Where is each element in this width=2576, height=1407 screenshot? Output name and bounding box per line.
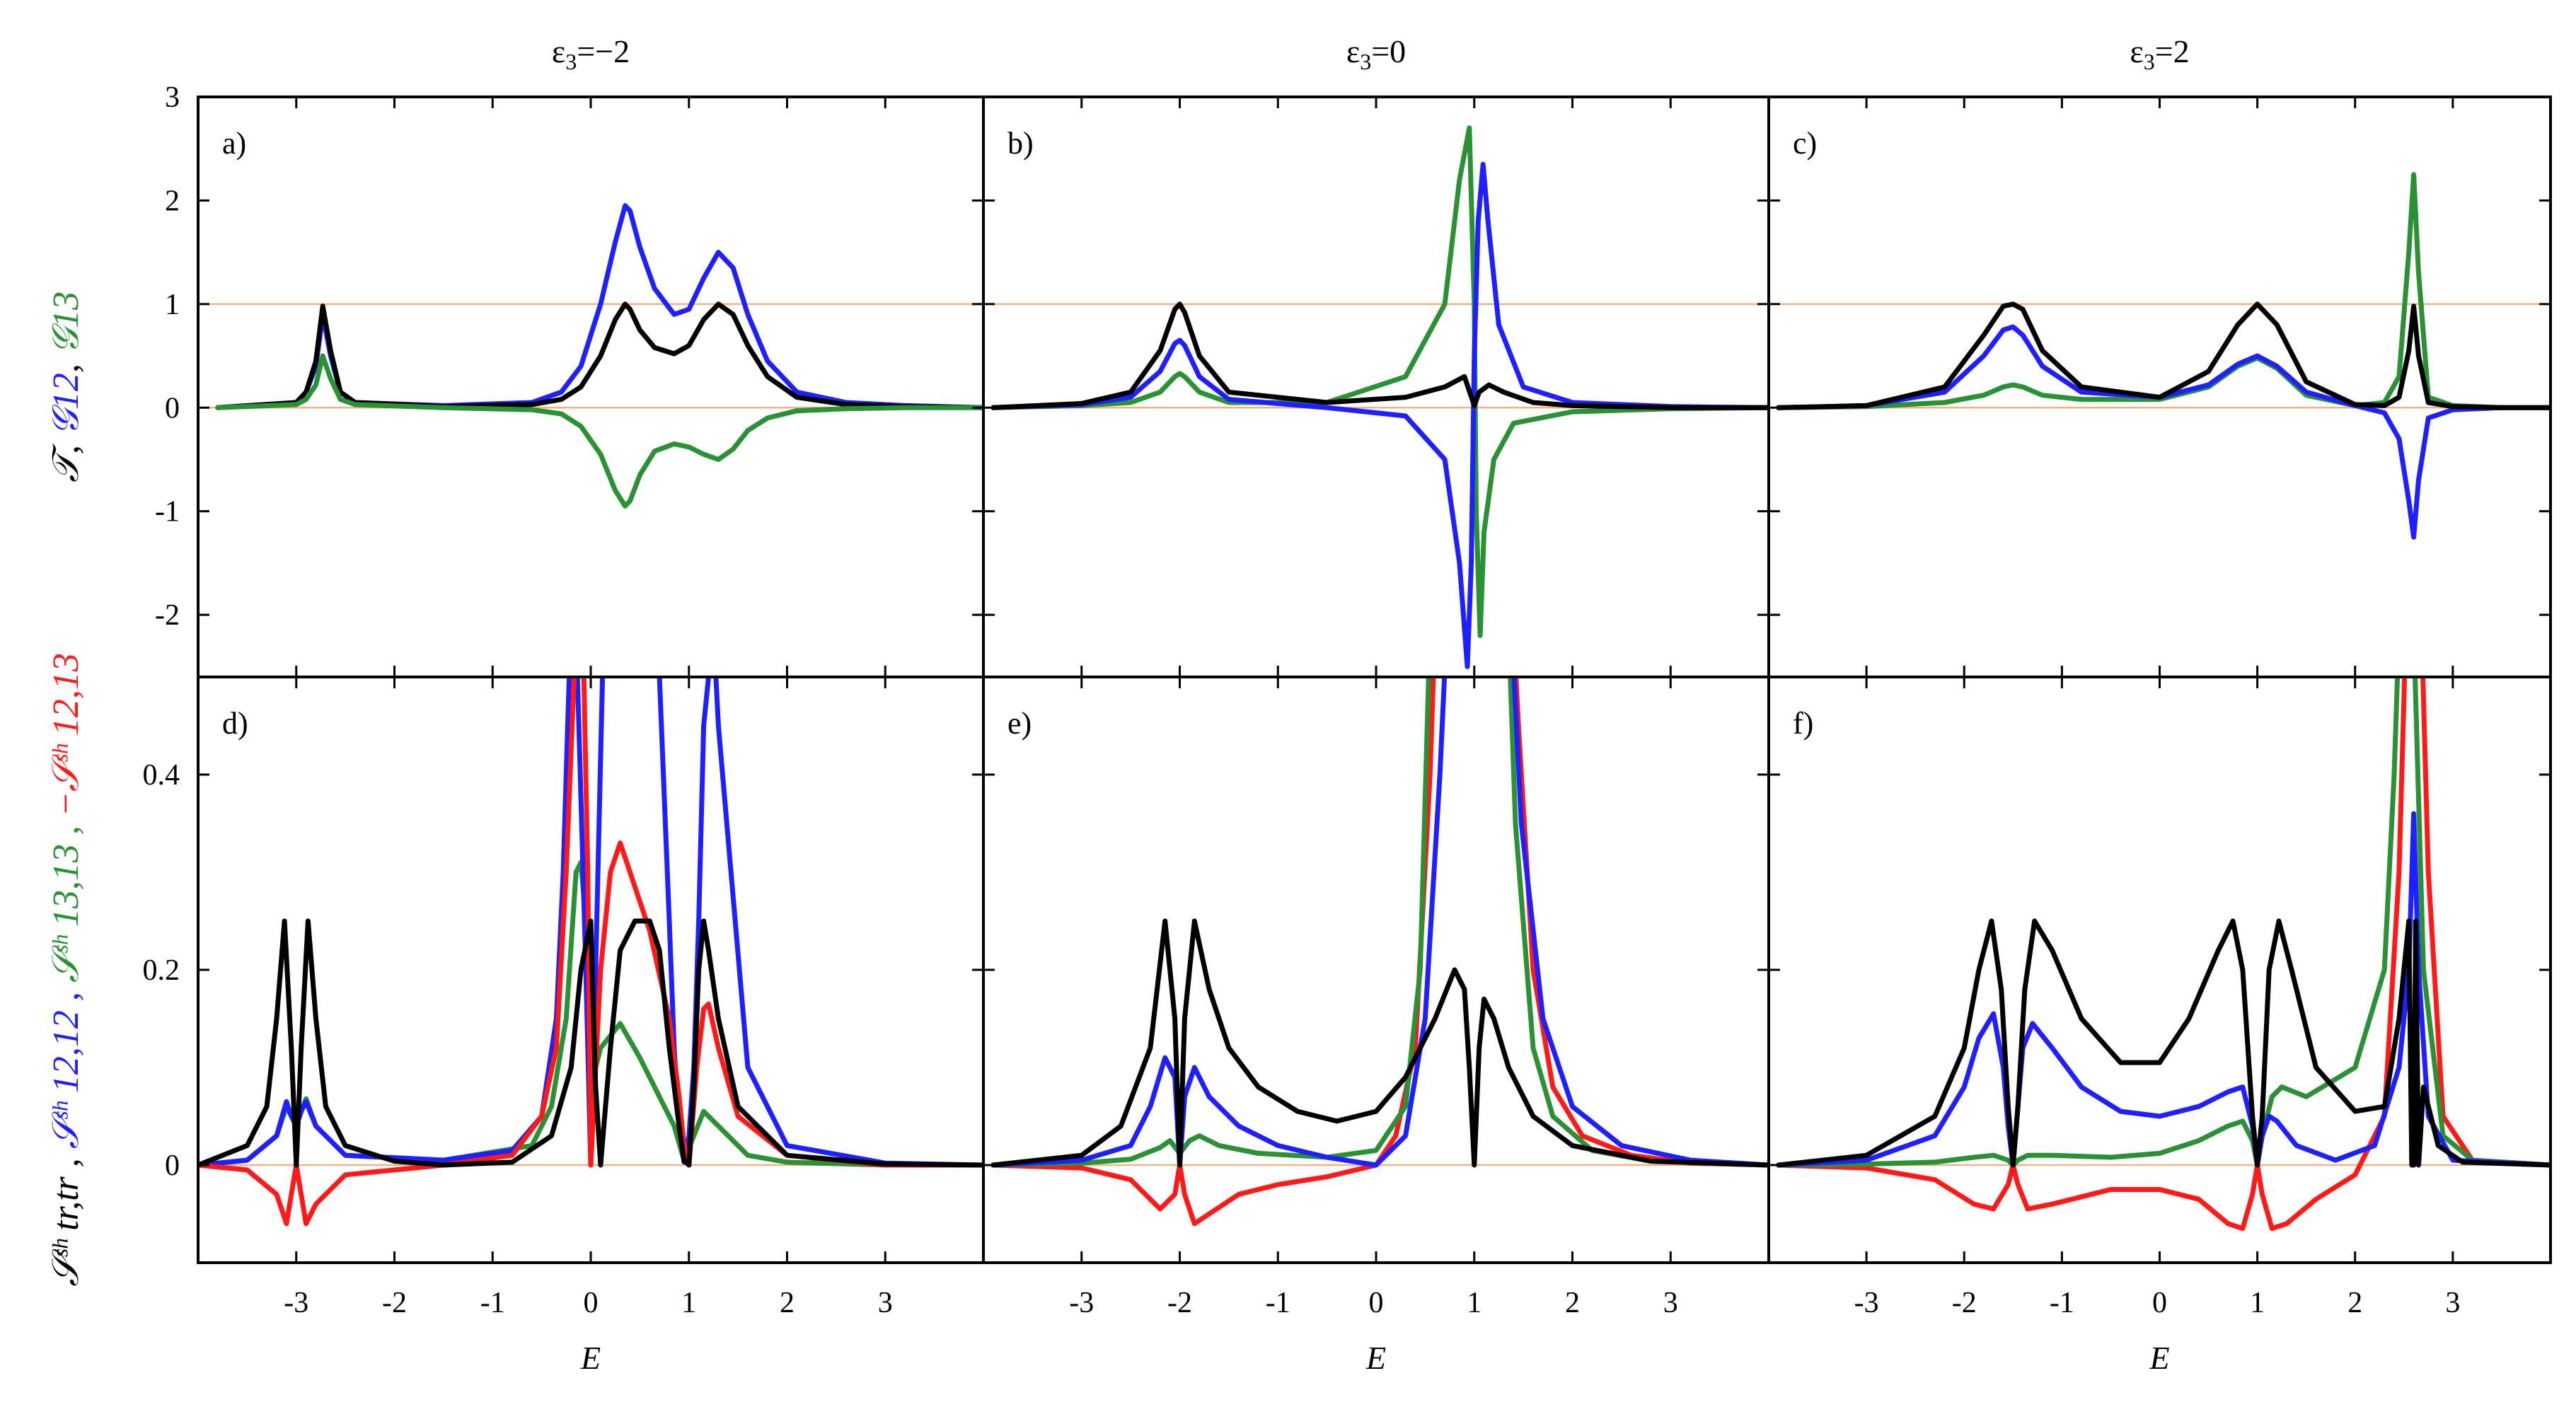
series-line <box>1776 677 2551 1232</box>
y-tick-label: -2 <box>155 599 180 632</box>
panel-a: 3 2 1 0 -1 -2 a) <box>155 81 985 678</box>
series-line <box>990 918 1769 1168</box>
y-axis-label-part: 𝒢13 <box>46 291 86 354</box>
series-line <box>1776 324 2551 540</box>
series-line <box>198 677 983 1227</box>
x-tick-label: -3 <box>284 1287 308 1319</box>
y-axis-label-part: −𝒮ˢʰ 12,13 <box>46 653 86 816</box>
x-tick-label: -3 <box>1854 1287 1879 1319</box>
series-line <box>1776 811 2551 1168</box>
y-axis-label-part: , <box>46 354 86 373</box>
y-axis-label: 𝒯, 𝒢12, 𝒢13 <box>46 291 86 482</box>
x-tick-label: 1 <box>1467 1287 1482 1319</box>
panels: 3 2 1 0 -1 -2 a) b) c) 0.4 0.2 0 d) e) f) <box>143 81 2552 1264</box>
x-tick-label: 2 <box>2347 1287 2362 1319</box>
panel-f: f) <box>1767 676 2552 1264</box>
series-line <box>1776 172 2551 410</box>
y-tick-label: 0.4 <box>143 759 180 792</box>
y-tick-label: 0 <box>165 392 180 424</box>
y-tick-label: 1 <box>165 289 180 321</box>
series-line <box>990 677 1769 1168</box>
y-tick-label: 0 <box>165 1150 180 1182</box>
x-tick-label: 0 <box>1369 1287 1384 1319</box>
series-line <box>990 301 1769 410</box>
y-axis-label-part: 𝒮ˢʰ 13,13 , <box>46 816 86 983</box>
x-tick-label: -2 <box>1952 1287 1977 1319</box>
y-tick-label: 0.2 <box>143 954 180 987</box>
y-axis-label: 𝒮ˢʰ tr,tr , 𝒮ˢʰ 12,12 , 𝒮ˢʰ 13,13 , −𝒮ˢʰ… <box>46 653 86 1287</box>
panel-label: a) <box>222 126 246 161</box>
x-tick-label: 3 <box>878 1287 893 1319</box>
x-tick-label: 2 <box>1565 1287 1580 1319</box>
panel-d: 0.4 0.2 0 d) <box>143 676 985 1264</box>
x-tick-label: 3 <box>1663 1287 1678 1319</box>
panel-e: e) <box>982 676 1770 1264</box>
y-tick-label: 2 <box>165 185 180 217</box>
x-axis-labels: -3 -2 -1 0 1 2 3 -3 -2 -1 0 1 2 3 -3 -2 -1 0 1 2 3 E E E <box>284 1287 2460 1376</box>
panel-label: c) <box>1793 126 1817 161</box>
series-line <box>1776 301 2551 410</box>
x-tick-label: -3 <box>1069 1287 1094 1319</box>
x-tick-label: 3 <box>2445 1287 2460 1319</box>
x-axis-label: E <box>1365 1340 1386 1376</box>
y-axis-label-part: 𝒯, <box>46 436 86 482</box>
series-line <box>1776 677 2551 1168</box>
x-axis-label: E <box>2149 1340 2169 1376</box>
x-tick-label: 1 <box>2250 1287 2265 1319</box>
series-line <box>215 353 983 509</box>
panel-label: f) <box>1793 706 1813 741</box>
panel-b: b) <box>982 95 1770 678</box>
x-tick-label: 0 <box>2152 1287 2167 1319</box>
panel-c: c) <box>1767 95 2552 678</box>
series-line <box>990 125 1769 638</box>
series-line <box>198 918 983 1168</box>
series-line <box>990 677 1769 1168</box>
column-title: ε3=0 <box>1346 33 1406 74</box>
column-title: ε3=2 <box>2130 33 2189 74</box>
row-y-labels: 𝒯, 𝒢12, 𝒢13 𝒮ˢʰ tr,tr , 𝒮ˢʰ 12,12 , 𝒮ˢʰ 1… <box>46 291 86 1287</box>
x-tick-label: -1 <box>480 1287 505 1319</box>
y-axis-label-part: 𝒮ˢʰ tr,tr , <box>46 1149 86 1287</box>
x-tick-label: 0 <box>584 1287 599 1319</box>
x-tick-label: 2 <box>780 1287 795 1319</box>
x-tick-label: -1 <box>2050 1287 2074 1319</box>
panel-frame <box>1767 95 2552 678</box>
y-axis-label-part: 𝒮ˢʰ 12,12 , <box>46 983 86 1149</box>
series-line <box>215 301 983 410</box>
y-tick-label: 3 <box>165 81 180 114</box>
panel-label: d) <box>222 706 248 741</box>
x-tick-label: -1 <box>1266 1287 1290 1319</box>
panel-label: b) <box>1007 126 1034 161</box>
x-tick-label: -2 <box>382 1287 407 1319</box>
panel-label: e) <box>1007 706 1032 741</box>
y-axis-label-part: 𝒢12 <box>46 373 86 436</box>
x-tick-label: -2 <box>1167 1287 1192 1319</box>
column-title: ε3=−2 <box>552 33 630 74</box>
x-axis-label: E <box>580 1340 601 1376</box>
y-tick-label: -1 <box>155 496 180 528</box>
series-line <box>1776 918 2551 1168</box>
x-tick-label: 1 <box>681 1287 696 1319</box>
series-line <box>990 161 1769 669</box>
column-titles: ε3=−2 ε3=0 ε3=2 <box>552 33 2190 74</box>
